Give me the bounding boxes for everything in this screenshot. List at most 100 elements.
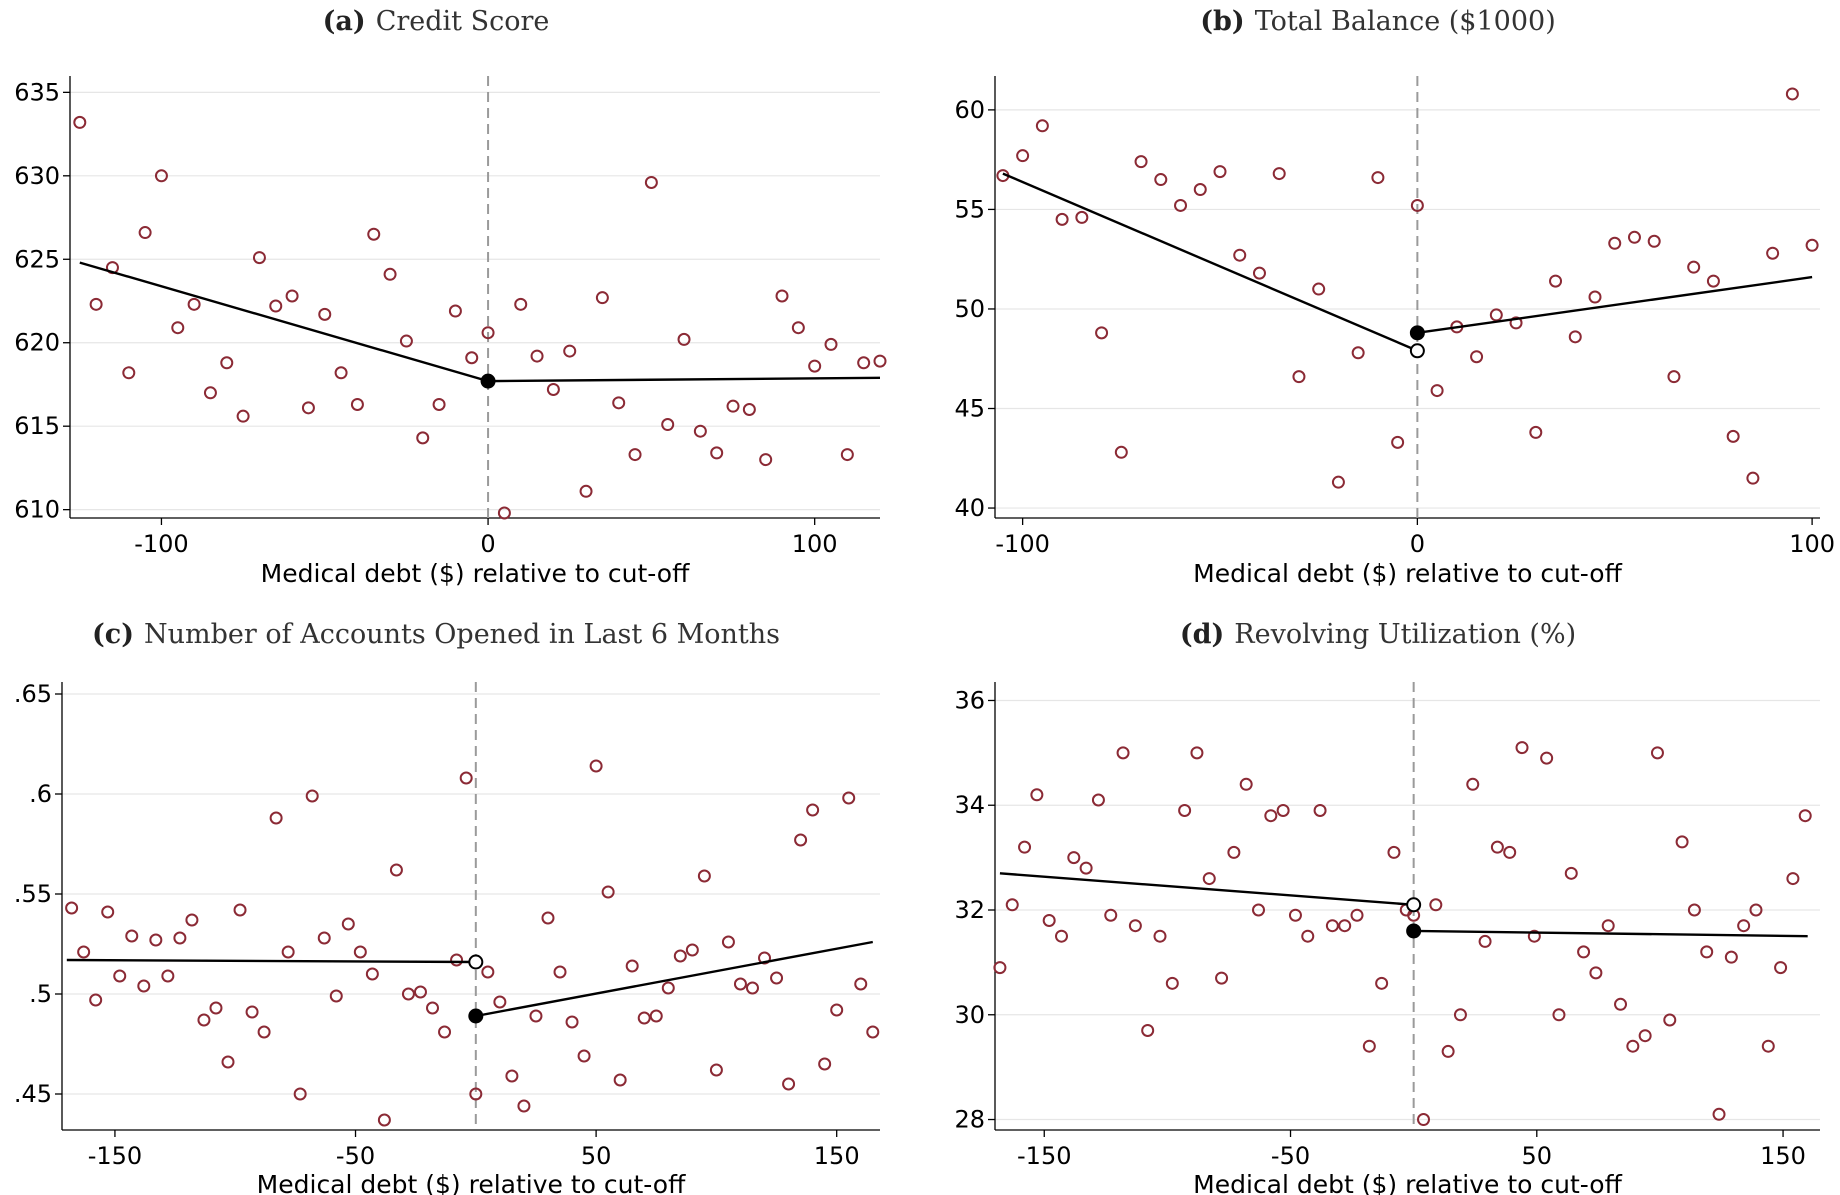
data-point <box>1371 171 1385 185</box>
data-point <box>1016 149 1030 163</box>
x-tick-label: -100 <box>134 530 188 558</box>
data-point <box>438 1025 452 1039</box>
panel-b: (b) Total Balance ($1000) 40 45 50 55 60 -100 0 1… <box>954 6 1835 588</box>
data-point <box>577 1049 591 1063</box>
data-point <box>1288 908 1302 922</box>
panel-title-text: Number of Accounts Opened in Last 6 Mont… <box>144 619 780 650</box>
data-point <box>318 307 332 321</box>
data-point <box>1272 167 1286 181</box>
panel-d: (d) Revolving Utilization (%) 28 30 32 34 36 -1… <box>954 619 1820 1195</box>
y-tick-label: 28 <box>954 1106 985 1134</box>
data-point <box>1588 290 1602 304</box>
data-point <box>794 833 808 847</box>
data-point <box>1091 793 1105 807</box>
data-point <box>353 945 367 959</box>
data-point <box>252 251 266 265</box>
x-axis-label: Medical debt ($) relative to cut-off <box>257 1170 686 1195</box>
data-point <box>517 1099 531 1113</box>
data-point <box>389 863 403 877</box>
data-point <box>1114 445 1128 459</box>
data-point <box>505 1069 519 1083</box>
data-point <box>113 969 127 983</box>
data-point <box>1128 919 1142 933</box>
data-point <box>721 935 735 949</box>
y-tick-label: 45 <box>954 395 985 423</box>
panel-title: (c) Number of Accounts Opened in Last 6 M… <box>92 619 780 650</box>
data-point <box>89 297 103 311</box>
x-tick-label: 50 <box>1522 1142 1553 1170</box>
data-point <box>350 397 364 411</box>
cutoff-marker-filled <box>480 373 496 389</box>
data-point <box>514 297 528 311</box>
data-point <box>1429 898 1443 912</box>
data-point <box>589 759 603 773</box>
data-point <box>1134 155 1148 169</box>
data-point <box>257 1025 271 1039</box>
fit-line-right <box>475 940 874 1018</box>
data-point <box>1153 929 1167 943</box>
data-point <box>1608 236 1622 250</box>
data-point <box>733 977 747 991</box>
data-point <box>89 993 103 1007</box>
data-point <box>673 949 687 963</box>
data-point <box>481 965 495 979</box>
y-tick-label: .45 <box>14 1080 52 1108</box>
data-point <box>1264 809 1278 823</box>
data-point <box>1075 210 1089 224</box>
data-point <box>125 929 139 943</box>
data-point <box>450 953 464 967</box>
data-point <box>305 789 319 803</box>
data-point <box>726 399 740 413</box>
data-point <box>601 885 615 899</box>
data-point <box>1331 475 1345 489</box>
x-tick-label: 150 <box>814 1142 860 1170</box>
data-point <box>233 903 247 917</box>
data-point <box>782 1077 796 1091</box>
panel-letter: (d) <box>1180 619 1224 650</box>
data-point <box>1614 997 1628 1011</box>
data-point <box>269 299 283 313</box>
cutoff-marker-hollow <box>468 954 484 970</box>
data-point <box>857 356 871 370</box>
data-point <box>1351 346 1365 360</box>
panel-letter: (c) <box>92 619 134 650</box>
cutoff-marker-filled <box>1409 325 1425 341</box>
y-tick-label: 50 <box>954 295 985 323</box>
data-point <box>1410 198 1424 212</box>
data-point <box>1746 471 1760 485</box>
data-point <box>1774 961 1788 975</box>
y-tick-label: 625 <box>14 245 60 273</box>
data-point <box>65 901 79 915</box>
data-point <box>1798 809 1812 823</box>
data-point <box>383 267 397 281</box>
data-point <box>1350 908 1364 922</box>
data-point <box>613 1073 627 1087</box>
x-tick-label: 100 <box>792 530 838 558</box>
data-point <box>367 227 381 241</box>
data-point <box>1233 248 1247 262</box>
data-point <box>301 401 315 415</box>
data-point <box>281 945 295 959</box>
x-tick-label: -150 <box>1017 1142 1071 1170</box>
data-point <box>1466 777 1480 791</box>
data-point <box>1577 945 1591 959</box>
data-point <box>1726 429 1740 443</box>
data-point <box>1786 872 1800 886</box>
data-point <box>806 803 820 817</box>
data-point <box>1589 966 1603 980</box>
data-point <box>1190 746 1204 760</box>
data-point <box>1700 945 1714 959</box>
cutoff-marker-filled <box>1406 923 1422 939</box>
data-point <box>497 506 511 520</box>
y-tick-label: 60 <box>954 96 985 124</box>
y-tick-label: .6 <box>29 780 52 808</box>
x-axis-label: Medical debt ($) relative to cut-off <box>1193 559 1622 588</box>
data-point <box>644 175 658 189</box>
data-point <box>285 289 299 303</box>
data-point <box>469 1087 483 1101</box>
data-point <box>993 961 1007 975</box>
data-point <box>459 771 473 785</box>
y-tick-label: 34 <box>954 791 985 819</box>
data-point <box>1687 903 1701 917</box>
data-point <box>1227 845 1241 859</box>
